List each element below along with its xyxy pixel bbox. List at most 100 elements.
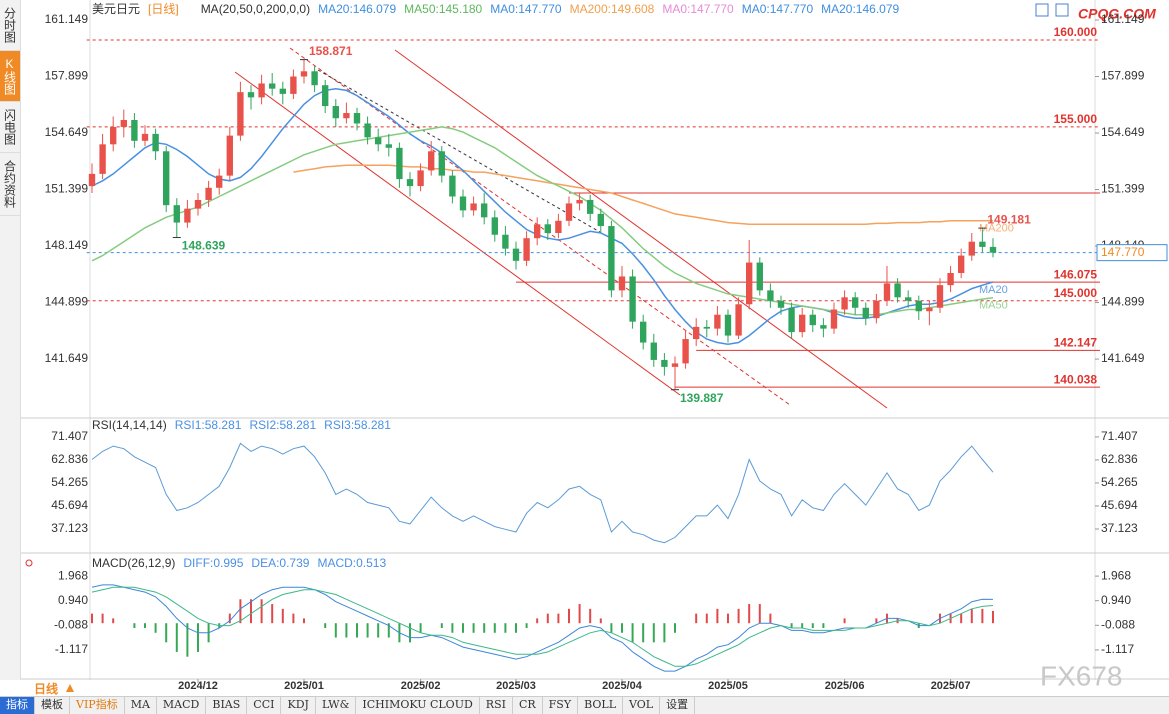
candle-body (873, 300, 880, 319)
x-tick-label: 2025/03 (496, 680, 536, 692)
toolbar-item[interactable]: FSY (543, 697, 579, 714)
y-tick-label-right: 71.407 (1101, 429, 1138, 443)
toolbar-item[interactable]: VIP指标 (70, 697, 125, 714)
y-tick-label: 157.899 (45, 69, 89, 83)
candle-body (555, 220, 562, 233)
y-tick-label: 37.123 (51, 521, 88, 535)
toolbar-item[interactable]: BIAS (206, 697, 248, 714)
chart-period: [日线] (148, 2, 179, 16)
chart: CPQG.COM FX678 美元日元 [日线] MA(20,50,0,200,0,… (20, 0, 1169, 692)
candle-body (502, 234, 509, 249)
toolbar-item[interactable]: 指标 (0, 697, 35, 714)
y-tick-label: 0.940 (58, 593, 88, 607)
candle-body (915, 300, 922, 312)
period-selector[interactable]: 日线 (34, 682, 59, 696)
candle-body (671, 363, 679, 367)
candle-body (565, 203, 573, 221)
candle-body (735, 304, 742, 336)
level-label: 155.000 (1054, 112, 1098, 126)
trend-line (317, 69, 601, 233)
toolbar-item[interactable]: LW& (316, 697, 357, 714)
candle-body (661, 359, 668, 367)
level-label: 160.000 (1054, 25, 1098, 39)
legend-text: RSI1:58.281 (175, 418, 242, 432)
extreme-label: 149.181 (987, 212, 1031, 226)
series-line (91, 126, 994, 316)
y-tick-label-right: 151.399 (1101, 182, 1145, 196)
candle-body (862, 307, 869, 319)
toolbar-item[interactable]: 设置 (660, 697, 696, 714)
channel-line (234, 71, 681, 396)
candle-body (110, 126, 117, 145)
candle-body (746, 262, 753, 305)
y-tick-label: 154.649 (45, 125, 89, 139)
candle-body (375, 137, 382, 145)
series-line (91, 87, 994, 346)
y-tick-label-right: -0.088 (1101, 617, 1135, 631)
tab[interactable]: 合约资料 (0, 153, 20, 216)
extreme-label: 139.887 (680, 391, 724, 405)
legend-text: MA200:149.608 (570, 2, 655, 16)
y-tick-label-right: 1.968 (1101, 568, 1131, 582)
legend-text: MA0:147.770 (490, 2, 562, 16)
channel-line (394, 49, 888, 409)
toolbar-item[interactable]: 模板 (35, 697, 70, 714)
candle-body (88, 173, 96, 187)
icon[interactable] (1055, 3, 1069, 17)
candle-body (947, 272, 954, 286)
y-tick-label-right: 144.899 (1101, 295, 1145, 309)
candle-body (216, 175, 223, 188)
y-tick-label-right: 161.149 (1101, 12, 1145, 26)
brand-logo: CPQG.COM (1078, 6, 1156, 22)
candle-body (544, 224, 551, 233)
toolbar-item[interactable]: CCI (247, 697, 282, 714)
tab[interactable]: K线图 (0, 51, 20, 102)
candle-body (841, 297, 848, 310)
tab[interactable]: 分时图 (0, 0, 20, 51)
candle-body (989, 246, 997, 253)
settings-icon[interactable] (25, 559, 33, 567)
period-arrow[interactable] (66, 684, 74, 692)
toolbar-icons[interactable] (1035, 3, 1069, 17)
candle-body (459, 196, 467, 211)
last-price-box (1096, 244, 1168, 262)
toolbar-item[interactable]: RSI (480, 697, 513, 714)
candle-body (205, 187, 212, 200)
series-end-label: MA20 (979, 284, 1008, 296)
toolbar-item[interactable]: MA (125, 697, 157, 714)
candle-body (958, 255, 965, 273)
toolbar-item[interactable]: CR (513, 697, 543, 714)
candle-body (258, 83, 265, 98)
x-tick-label: 2025/05 (708, 680, 748, 692)
candle-body (449, 175, 456, 197)
toolbar: 指标 模板 VIP指标 MA MACD BIAS CCI KDJ LW& ICHIMOKU CLO… (0, 696, 1169, 714)
toolbar-item[interactable]: ICHIMOKU CLOUD (356, 697, 480, 714)
extreme-label: 158.871 (309, 44, 353, 58)
legend-text: MACD:0.513 (317, 556, 386, 570)
sidebar: 分时图 K线图 闪电图 合约资料 (0, 0, 21, 680)
candle-body (491, 217, 498, 235)
candle-body (936, 285, 944, 308)
y-tick-label: 161.149 (45, 12, 89, 26)
candle-body (322, 85, 329, 107)
candle-body (343, 113, 350, 119)
toolbar-item[interactable]: BOLL (578, 697, 624, 714)
candle-body (894, 283, 901, 298)
toolbar-item[interactable]: KDJ (281, 697, 316, 714)
candle-body (767, 290, 774, 301)
candle-body (417, 170, 424, 187)
candle-body (852, 297, 859, 308)
toolbar-item[interactable]: MACD (157, 697, 207, 714)
candle-body (481, 203, 488, 218)
x-tick-label: 2025/02 (401, 680, 441, 692)
icon[interactable] (1035, 3, 1049, 17)
tab[interactable]: 闪电图 (0, 102, 20, 153)
candle-body (587, 199, 594, 214)
candle-body (406, 179, 414, 187)
candle-body (226, 135, 233, 176)
x-tick-label: 2024/12 (178, 680, 218, 692)
y-tick-label: 151.399 (45, 182, 89, 196)
toolbar-item[interactable]: VOL (623, 697, 661, 714)
extreme-label: 148.639 (182, 239, 226, 253)
candle-body (820, 325, 827, 329)
